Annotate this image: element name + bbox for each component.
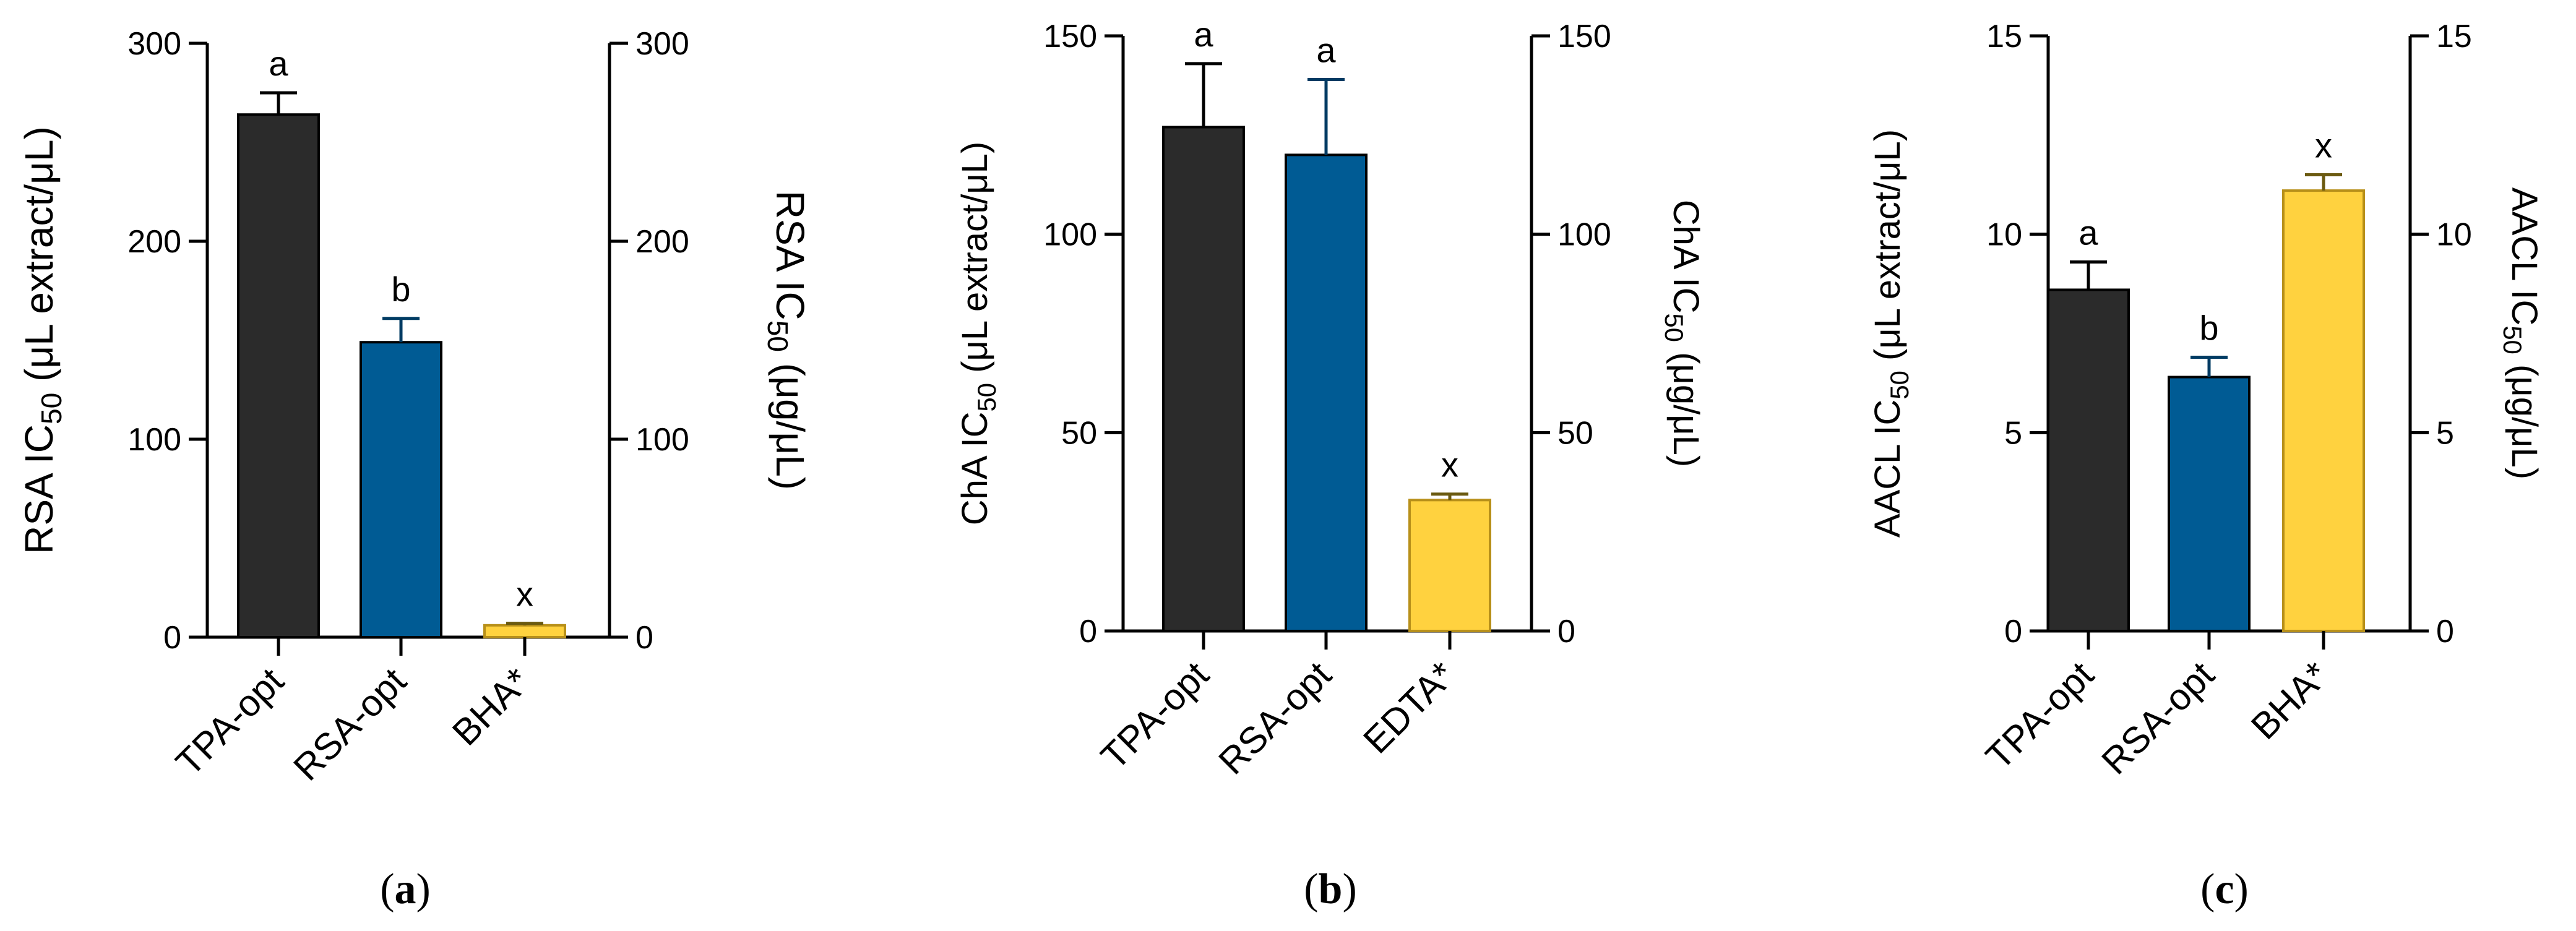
bar-rsa-opt <box>1285 153 1368 632</box>
y-tick-label-right: 300 <box>635 26 689 62</box>
significance-letter: a <box>1194 15 1213 54</box>
y-tick-label-right: 50 <box>1557 415 1593 451</box>
y-tick-label-left: 10 <box>1986 217 2022 253</box>
category-label: EDTA* <box>1355 654 1463 762</box>
bar-tpa-opt <box>2047 288 2130 633</box>
y-tick-label-right: 100 <box>635 422 689 458</box>
y-tick-label-left: 150 <box>1043 19 1097 54</box>
panel-label: (a) <box>380 865 431 913</box>
category-label: TPA-opt <box>168 660 291 784</box>
y-axis-title-right: AACL IC50 (μg/μL) <box>2498 187 2544 479</box>
y-tick-label-left: 50 <box>1061 415 1097 451</box>
bar-rsa-opt <box>360 341 442 638</box>
category-label: TPA-opt <box>1978 654 2101 778</box>
y-tick-label-right: 150 <box>1557 19 1611 54</box>
significance-letter: a <box>2078 213 2098 252</box>
bar-bha- <box>2282 189 2365 632</box>
y-axis-title-right: RSA IC50 (μg/μL) <box>762 191 812 490</box>
bar-rsa-opt <box>2168 375 2251 633</box>
bar-tpa-opt <box>1162 126 1245 633</box>
y-tick-label-right: 15 <box>2436 19 2472 54</box>
chart-panel-c: 0 0 5 5 10 10 15 15 a TPA-opt b RSA-opt x BHA* AACL IC… <box>1867 19 2544 913</box>
chart-panel-b: 0 0 50 50 100 100 150 150 a TPA-opt a RSA-opt x EDTA*… <box>955 15 1706 913</box>
y-tick-label-left: 100 <box>1043 217 1097 253</box>
category-label: RSA-opt <box>1210 654 1339 783</box>
y-tick-label-left: 0 <box>163 620 181 656</box>
y-tick-label-left: 0 <box>2004 614 2022 650</box>
category-label: TPA-opt <box>1093 654 1217 778</box>
significance-letter: b <box>391 270 410 309</box>
y-tick-label-right: 100 <box>1557 217 1611 253</box>
significance-letter: a <box>1316 31 1336 70</box>
y-tick-label-right: 0 <box>2436 614 2454 650</box>
y-axis-title-left: AACL IC50 (μL extract/μL) <box>1867 129 1914 538</box>
y-tick-label-right: 0 <box>1557 614 1575 650</box>
y-tick-label-left: 200 <box>127 224 181 260</box>
y-tick-label-left: 0 <box>1079 614 1097 650</box>
bar-tpa-opt <box>237 113 320 638</box>
y-tick-label-right: 10 <box>2436 217 2472 253</box>
y-tick-label-left: 300 <box>127 26 181 62</box>
y-tick-label-right: 200 <box>635 224 689 260</box>
y-axis-title-left: RSA IC50 (μL extract/μL) <box>17 126 67 554</box>
significance-letter: x <box>516 575 533 614</box>
y-axis-title-left: ChA IC50 (μL extract/μL) <box>955 142 1001 525</box>
significance-letter: a <box>269 44 288 83</box>
category-label: BHA* <box>444 660 538 753</box>
significance-letter: b <box>2199 308 2218 347</box>
panel-label: (c) <box>2200 865 2249 913</box>
y-tick-label-left: 5 <box>2004 415 2022 451</box>
bar-bha- <box>483 624 566 638</box>
y-tick-label-left: 100 <box>127 422 181 458</box>
panel-label: (b) <box>1304 865 1357 913</box>
y-axis-title-right: ChA IC50 (μg/μL) <box>1660 200 1706 467</box>
significance-letter: x <box>2315 126 2332 165</box>
y-tick-label-right: 5 <box>2436 415 2454 451</box>
y-tick-label-left: 15 <box>1986 19 2022 54</box>
chart-panel-a: 0 0 100 100 200 200 300 300 a TPA-opt b RSA-opt x BHA… <box>17 26 812 913</box>
category-label: RSA-opt <box>2093 654 2222 783</box>
bar-edta- <box>1408 499 1491 632</box>
category-label: BHA* <box>2243 654 2337 747</box>
y-tick-label-right: 0 <box>635 620 653 656</box>
category-label: RSA-opt <box>285 660 414 789</box>
significance-letter: x <box>1441 445 1458 484</box>
